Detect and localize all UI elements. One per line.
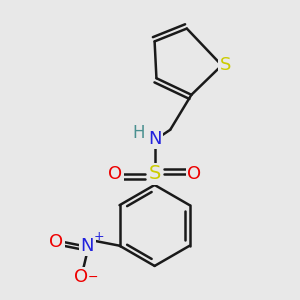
Text: O: O — [49, 233, 63, 251]
Text: S: S — [148, 164, 161, 183]
Text: O: O — [108, 165, 122, 183]
Text: H: H — [133, 124, 145, 142]
Text: O: O — [187, 165, 201, 183]
Text: +: + — [94, 230, 105, 243]
Text: O: O — [74, 268, 88, 286]
Text: S: S — [220, 56, 231, 74]
Text: N: N — [81, 237, 94, 255]
Text: N: N — [148, 130, 161, 148]
Text: −: − — [88, 271, 98, 284]
